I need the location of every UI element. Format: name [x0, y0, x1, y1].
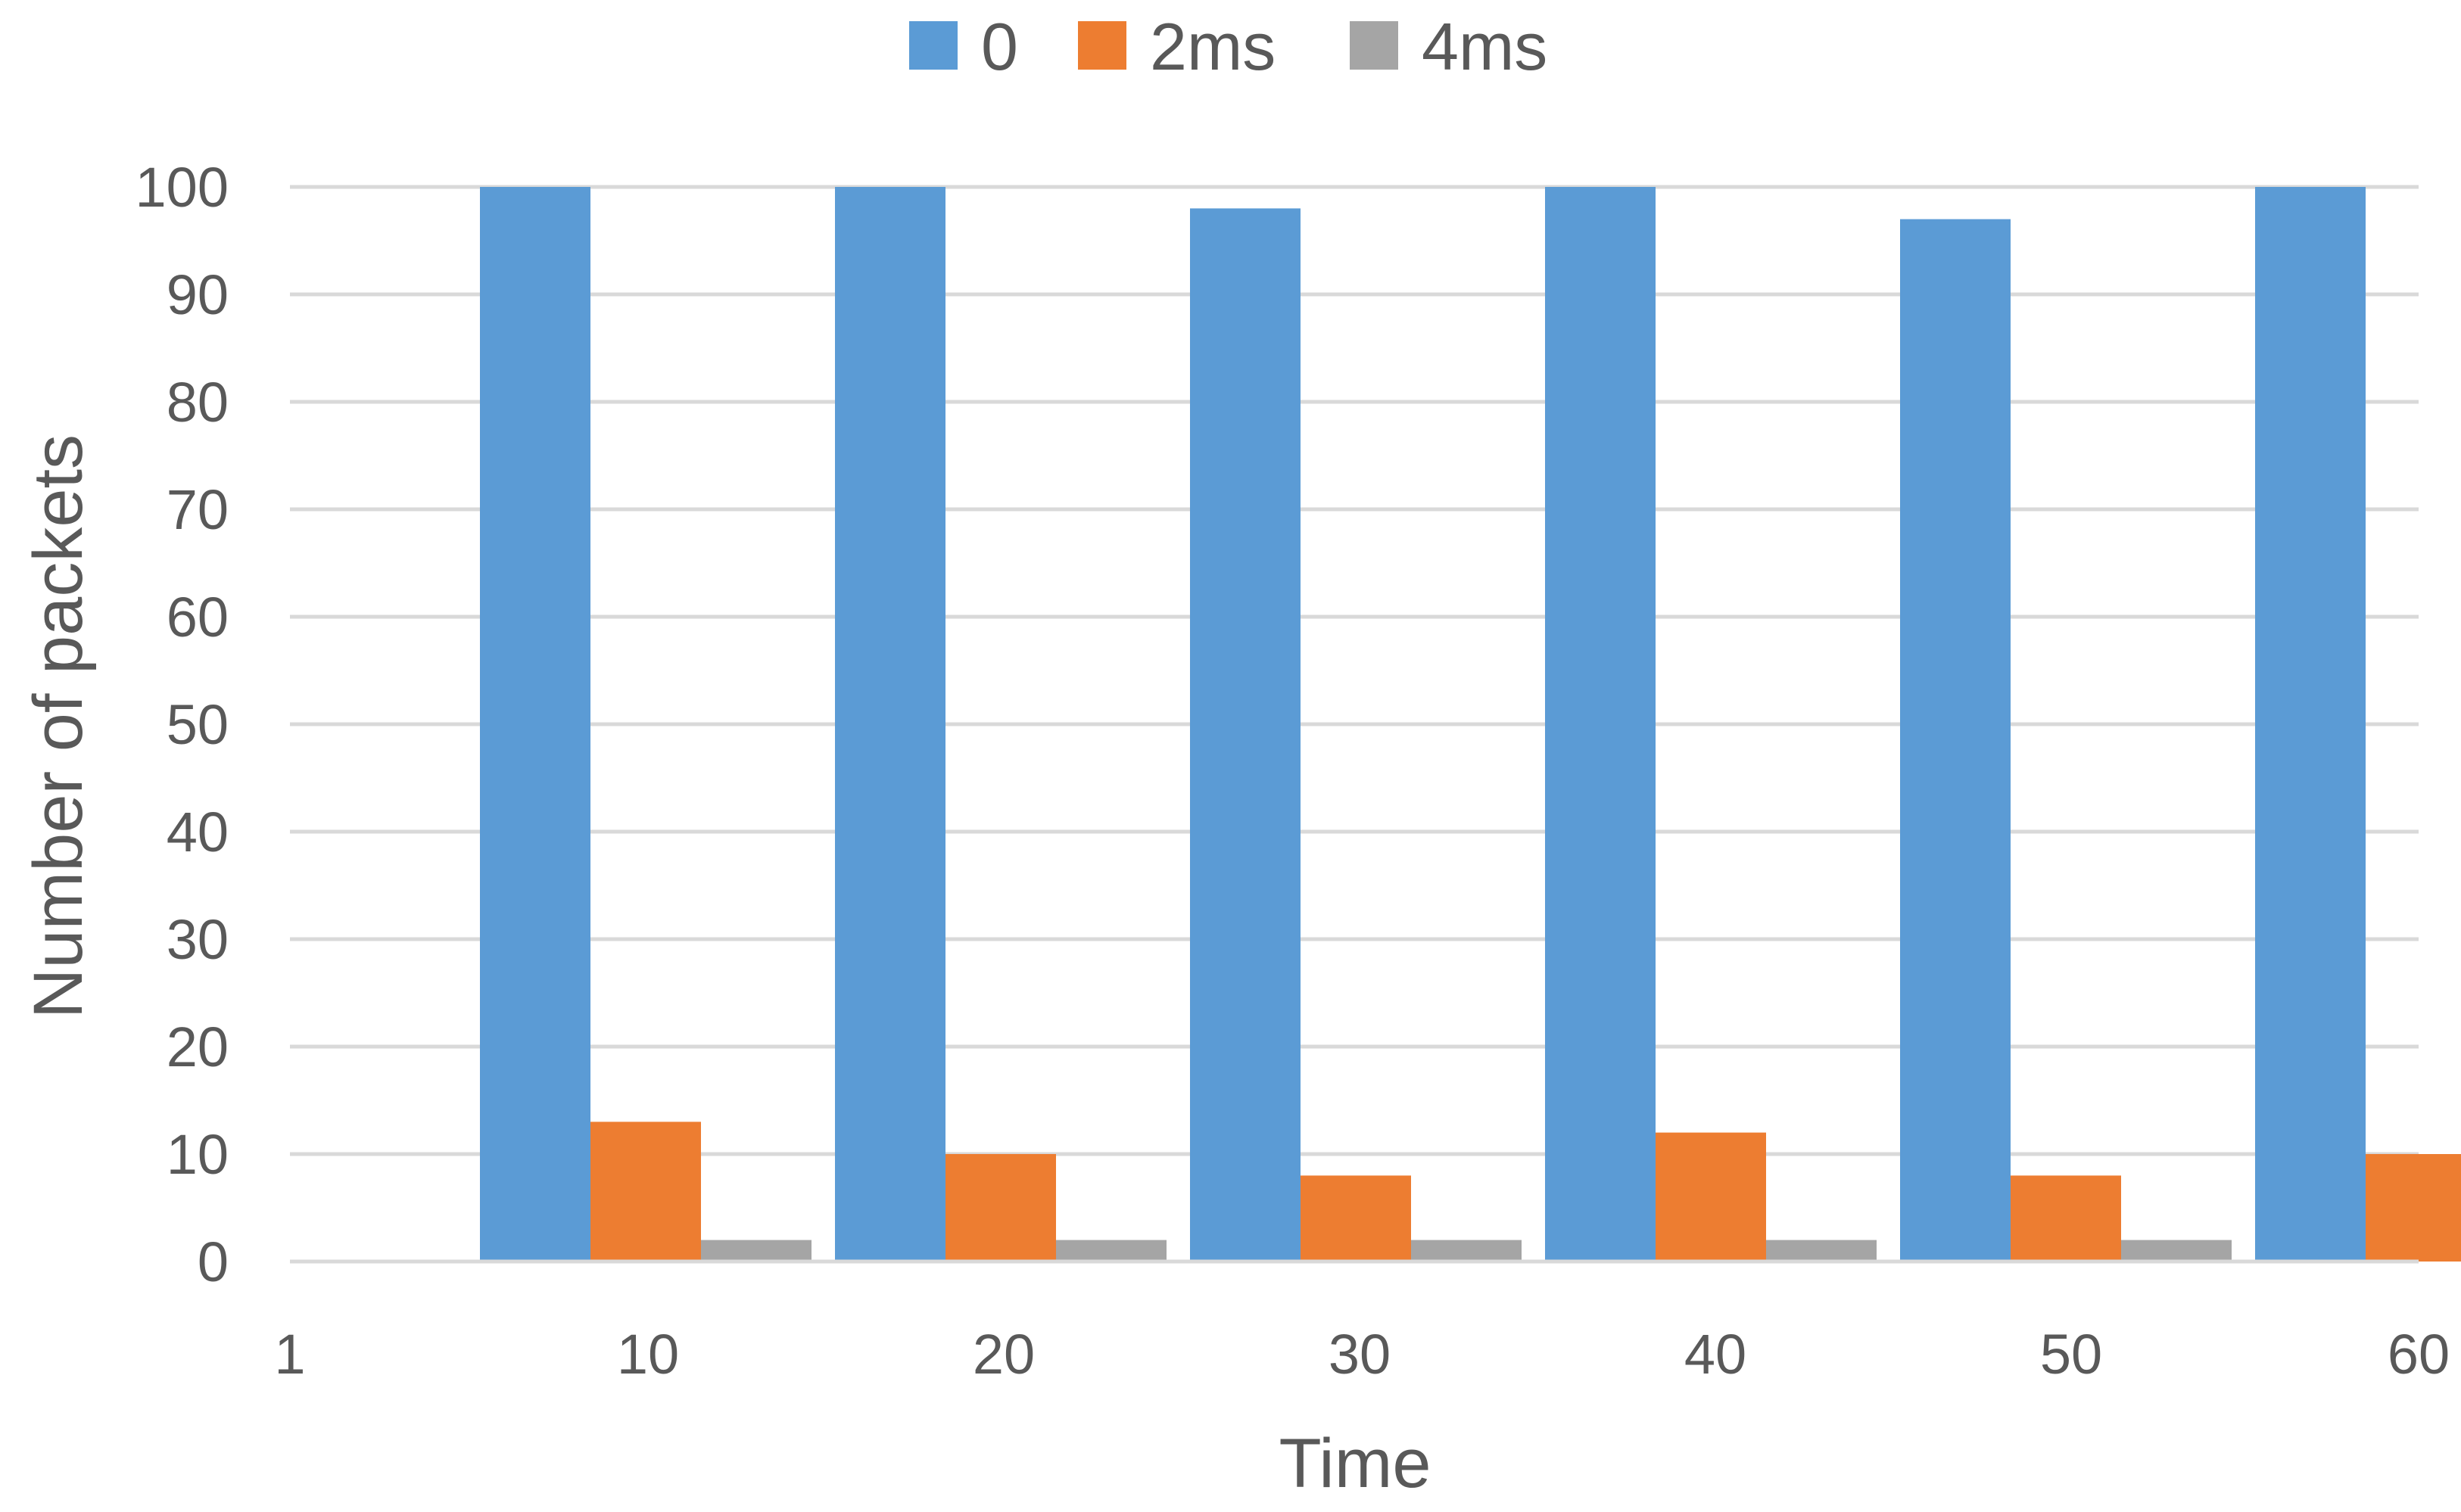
bar-2ms-30	[1301, 1175, 1411, 1262]
gridlines	[290, 185, 2419, 1264]
y-tick-label: 80	[167, 371, 229, 434]
bar-0-20	[835, 187, 945, 1262]
y-axis-title: Number of packets	[20, 434, 97, 1019]
x-tick-label: 50	[2040, 1323, 2102, 1386]
y-tick-label: 10	[167, 1123, 229, 1186]
bar-2ms-60	[2366, 1154, 2461, 1262]
y-tick-label: 50	[167, 693, 229, 756]
y-tick-label: 60	[167, 586, 229, 649]
y-tick-label: 20	[167, 1016, 229, 1078]
legend-swatch-2ms	[1078, 21, 1126, 70]
bar-4ms-20	[1056, 1240, 1167, 1262]
bar-2ms-20	[945, 1154, 1056, 1262]
bar-4ms-30	[1411, 1240, 1522, 1262]
x-tick-label: 30	[1329, 1323, 1391, 1386]
bar-4ms-50	[2121, 1240, 2232, 1262]
bar-2ms-10	[590, 1122, 701, 1262]
x-tick-label: 60	[2388, 1323, 2450, 1386]
legend-swatch-0	[909, 21, 958, 70]
y-tick-label: 40	[167, 801, 229, 863]
y-tick-label: 70	[167, 478, 229, 541]
y-tick-label: 0	[198, 1230, 229, 1293]
legend-label-4ms: 4ms	[1422, 9, 1547, 84]
legend: 0 2ms 4ms	[909, 9, 1547, 84]
y-tick-label: 100	[136, 156, 229, 219]
bar-0-50	[1900, 219, 2011, 1262]
bar-0-60	[2255, 187, 2366, 1262]
bar-4ms-10	[701, 1240, 812, 1262]
legend-label-0: 0	[981, 9, 1018, 84]
y-tick-label: 30	[167, 908, 229, 971]
bars	[290, 187, 2461, 1264]
x-axis-ticks: 1 10 20 30 40 50 60	[274, 1323, 2450, 1386]
x-axis-title: Time	[1279, 1425, 1431, 1502]
bar-2ms-40	[1656, 1132, 1766, 1262]
bar-0-10	[480, 187, 590, 1262]
bar-0-40	[1545, 187, 1656, 1262]
x-tick-label: 20	[973, 1323, 1035, 1386]
legend-swatch-4ms	[1350, 21, 1398, 70]
bar-4ms-40	[1766, 1240, 1877, 1262]
x-tick-label: 1	[274, 1323, 305, 1386]
x-tick-label: 10	[617, 1323, 679, 1386]
bar-2ms-50	[2011, 1175, 2121, 1262]
bar-0-30	[1190, 208, 1301, 1262]
x-tick-label: 40	[1684, 1323, 1746, 1386]
y-axis-ticks: 0 10 20 30 40 50 60 70 80 90 100	[136, 156, 229, 1293]
y-tick-label: 90	[167, 263, 229, 326]
legend-label-2ms: 2ms	[1150, 9, 1276, 84]
